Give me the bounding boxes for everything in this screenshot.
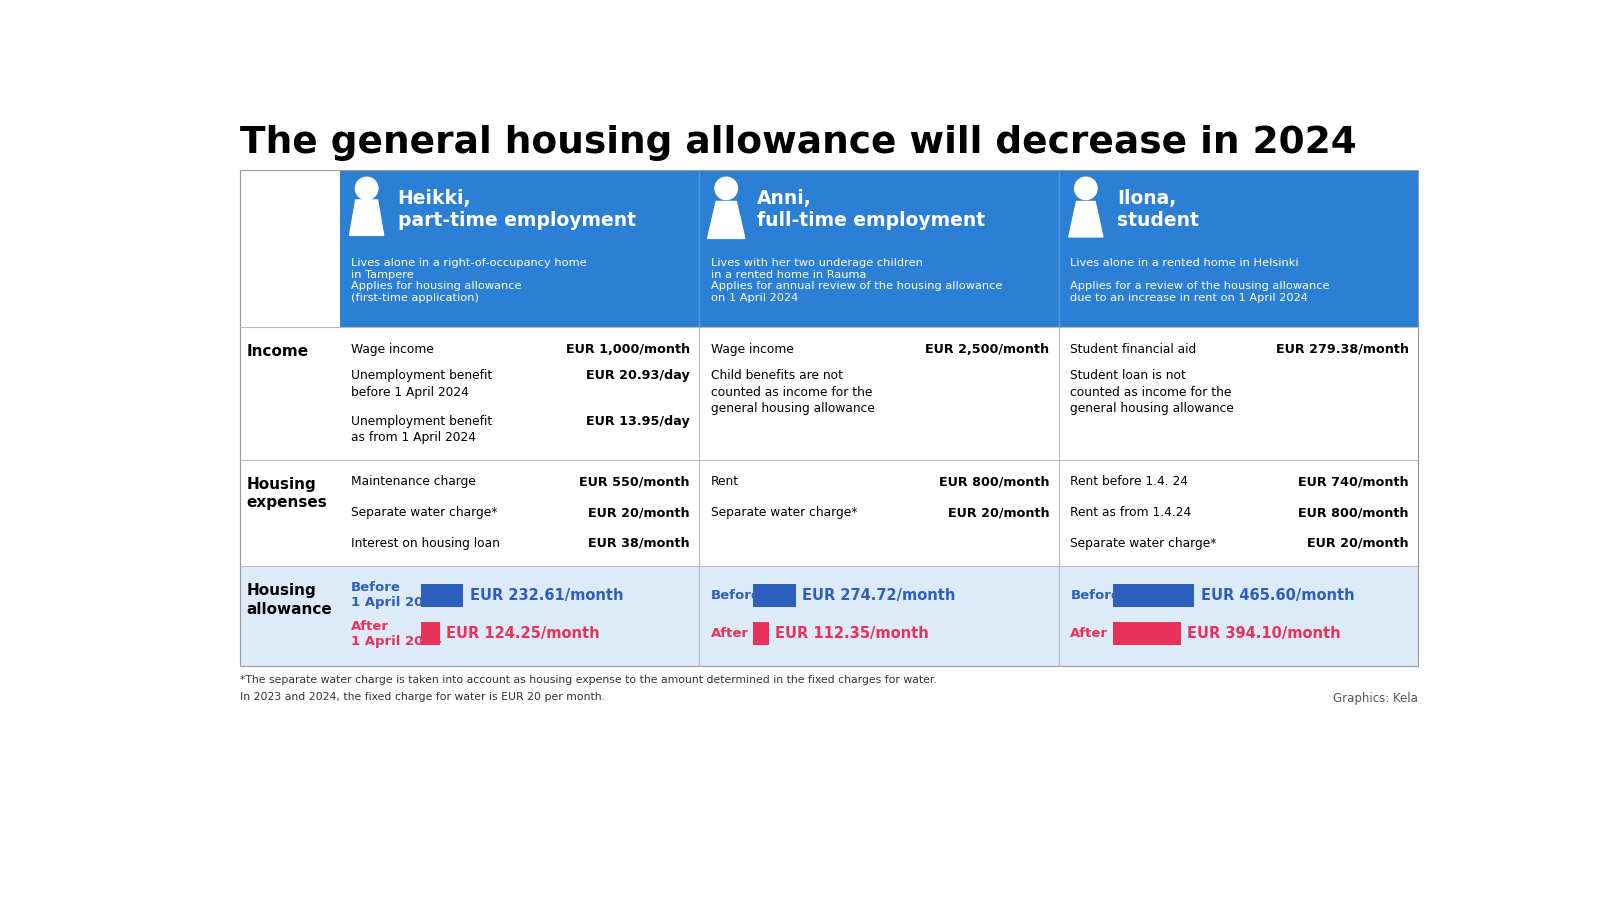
- Text: *The separate water charge is taken into account as housing expense to the amoun: *The separate water charge is taken into…: [240, 676, 938, 686]
- Text: Lives alone in a right-of-occupancy home
in Tampere: Lives alone in a right-of-occupancy home…: [350, 258, 587, 281]
- Text: Lives with her two underage children
in a rented home in Rauma: Lives with her two underage children in …: [710, 258, 923, 281]
- Text: Separate water charge*: Separate water charge*: [710, 506, 858, 519]
- Text: EUR 20/month: EUR 20/month: [589, 506, 690, 519]
- Text: Wage income: Wage income: [710, 343, 794, 356]
- Circle shape: [715, 177, 738, 200]
- FancyBboxPatch shape: [1114, 623, 1181, 645]
- Text: Maintenance charge: Maintenance charge: [350, 475, 477, 489]
- FancyBboxPatch shape: [754, 623, 770, 645]
- Text: EUR 800/month: EUR 800/month: [1299, 506, 1410, 519]
- Text: Unemployment benefit
as from 1 April 2024: Unemployment benefit as from 1 April 202…: [350, 415, 493, 445]
- Text: Wage income: Wage income: [350, 343, 434, 356]
- Polygon shape: [349, 200, 384, 236]
- Text: Rent as from 1.4.24: Rent as from 1.4.24: [1070, 506, 1192, 519]
- FancyBboxPatch shape: [339, 169, 699, 328]
- FancyBboxPatch shape: [754, 584, 795, 607]
- Text: EUR 279.38/month: EUR 279.38/month: [1277, 343, 1410, 356]
- Text: Lives alone in a rented home in Helsinki: Lives alone in a rented home in Helsinki: [1070, 258, 1299, 268]
- Text: EUR 20/month: EUR 20/month: [1307, 537, 1410, 550]
- Text: EUR 274.72/month: EUR 274.72/month: [802, 588, 955, 603]
- Text: Applies for a review of the housing allowance
due to an increase in rent on 1 Ap: Applies for a review of the housing allo…: [1070, 281, 1330, 303]
- Text: EUR 124.25/month: EUR 124.25/month: [446, 626, 600, 642]
- Text: Separate water charge*: Separate water charge*: [1070, 537, 1216, 550]
- Text: Applies for annual review of the housing allowance
on 1 April 2024: Applies for annual review of the housing…: [710, 281, 1002, 303]
- Text: Housing
allowance: Housing allowance: [246, 583, 333, 617]
- Circle shape: [355, 177, 378, 200]
- Text: Applies for housing allowance
(first-time application): Applies for housing allowance (first-tim…: [350, 281, 522, 303]
- Text: EUR 465.60/month: EUR 465.60/month: [1200, 588, 1354, 603]
- Circle shape: [1075, 177, 1098, 200]
- Text: The general housing allowance will decrease in 2024: The general housing allowance will decre…: [240, 125, 1357, 161]
- FancyBboxPatch shape: [240, 566, 339, 666]
- Polygon shape: [707, 202, 746, 238]
- Text: EUR 13.95/day: EUR 13.95/day: [586, 415, 690, 428]
- Text: EUR 20.93/day: EUR 20.93/day: [586, 369, 690, 382]
- Text: Before: Before: [1070, 589, 1120, 602]
- Text: Child benefits are not
counted as income for the
general housing allowance: Child benefits are not counted as income…: [710, 369, 875, 416]
- Text: Unemployment benefit
before 1 April 2024: Unemployment benefit before 1 April 2024: [350, 369, 493, 399]
- FancyBboxPatch shape: [421, 623, 440, 645]
- Text: Ilona,
student: Ilona, student: [1117, 188, 1198, 230]
- Text: Interest on housing loan: Interest on housing loan: [350, 537, 499, 550]
- Text: Income: Income: [246, 345, 309, 359]
- Text: EUR 20/month: EUR 20/month: [947, 506, 1050, 519]
- Text: EUR 1,000/month: EUR 1,000/month: [566, 343, 690, 356]
- Text: After: After: [710, 627, 749, 641]
- Text: EUR 740/month: EUR 740/month: [1298, 475, 1410, 489]
- Text: In 2023 and 2024, the fixed charge for water is EUR 20 per month.: In 2023 and 2024, the fixed charge for w…: [240, 692, 605, 702]
- Text: After
1 April 2024: After 1 April 2024: [350, 620, 442, 648]
- FancyBboxPatch shape: [1059, 169, 1418, 328]
- Polygon shape: [1069, 202, 1102, 237]
- Text: EUR 394.10/month: EUR 394.10/month: [1187, 626, 1341, 642]
- Text: EUR 38/month: EUR 38/month: [589, 537, 690, 550]
- FancyBboxPatch shape: [699, 169, 1059, 328]
- Text: Heikki,
part-time employment: Heikki, part-time employment: [398, 188, 635, 230]
- Text: After: After: [1070, 627, 1109, 641]
- Text: EUR 2,500/month: EUR 2,500/month: [925, 343, 1050, 356]
- FancyBboxPatch shape: [421, 584, 464, 607]
- Text: Housing
expenses: Housing expenses: [246, 477, 328, 510]
- Text: EUR 112.35/month: EUR 112.35/month: [774, 626, 928, 642]
- FancyBboxPatch shape: [339, 566, 1418, 666]
- Text: Before: Before: [710, 589, 760, 602]
- Text: Graphics: Kela: Graphics: Kela: [1333, 692, 1418, 706]
- FancyBboxPatch shape: [1114, 584, 1194, 607]
- Text: Student loan is not
counted as income for the
general housing allowance: Student loan is not counted as income fo…: [1070, 369, 1234, 416]
- Text: Rent before 1.4. 24: Rent before 1.4. 24: [1070, 475, 1189, 489]
- Text: EUR 550/month: EUR 550/month: [579, 475, 690, 489]
- Text: Anni,
full-time employment: Anni, full-time employment: [757, 188, 986, 230]
- Text: Separate water charge*: Separate water charge*: [350, 506, 498, 519]
- Text: Student financial aid: Student financial aid: [1070, 343, 1197, 356]
- Text: Rent: Rent: [710, 475, 739, 489]
- Text: EUR 800/month: EUR 800/month: [939, 475, 1050, 489]
- Text: EUR 232.61/month: EUR 232.61/month: [470, 588, 624, 603]
- Text: Before
1 April 2024: Before 1 April 2024: [350, 581, 442, 609]
